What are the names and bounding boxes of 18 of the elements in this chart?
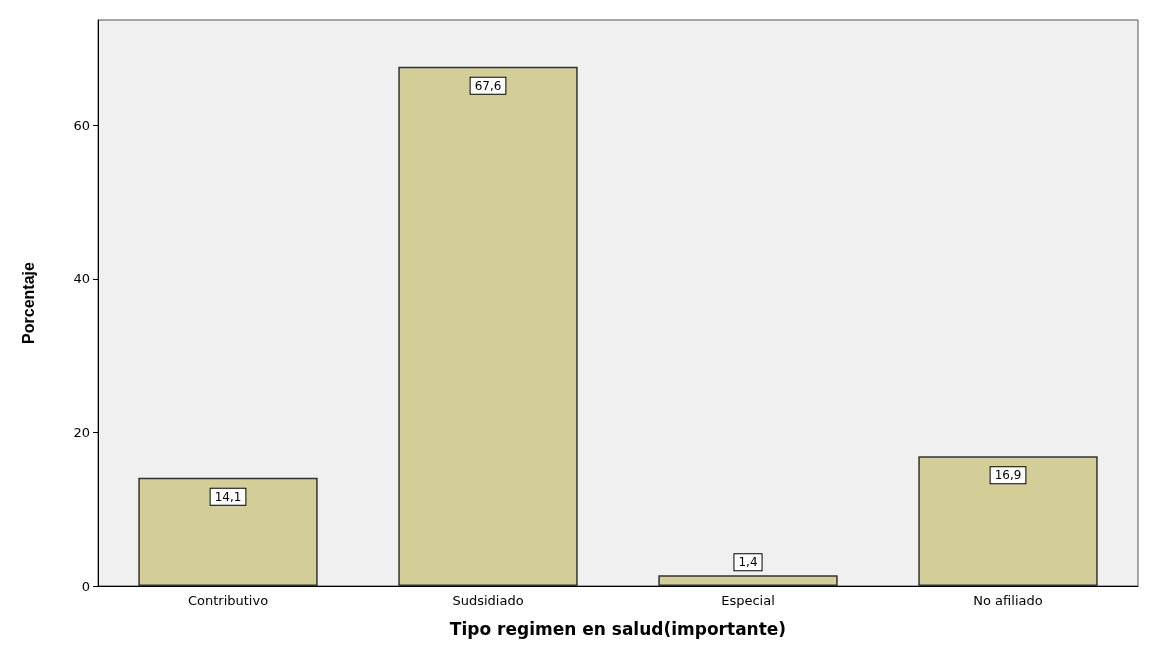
bar	[138, 477, 318, 586]
data-label: 67,6	[474, 78, 502, 93]
y-tick-label: 40	[73, 271, 90, 287]
data-label: 16,9	[994, 468, 1022, 483]
x-tick-label: Contributivo	[187, 593, 269, 608]
y-axis-title: Porcentaje	[19, 261, 37, 344]
bar	[398, 66, 578, 586]
y-tick-label: 60	[73, 117, 90, 133]
bar	[918, 456, 1098, 586]
x-axis-title: Tipo regimen en salud(importante)	[449, 618, 787, 639]
x-tick-label: Especial	[721, 593, 775, 608]
data-label: 14,1	[214, 489, 242, 504]
y-tick-label: 20	[73, 424, 90, 440]
y-tick-label: 0	[81, 578, 90, 594]
x-tick-label: Sudsidiado	[452, 593, 524, 608]
x-tick-label: No afiliado	[973, 593, 1043, 608]
data-label: 1,4	[738, 555, 758, 570]
bar	[658, 575, 838, 586]
